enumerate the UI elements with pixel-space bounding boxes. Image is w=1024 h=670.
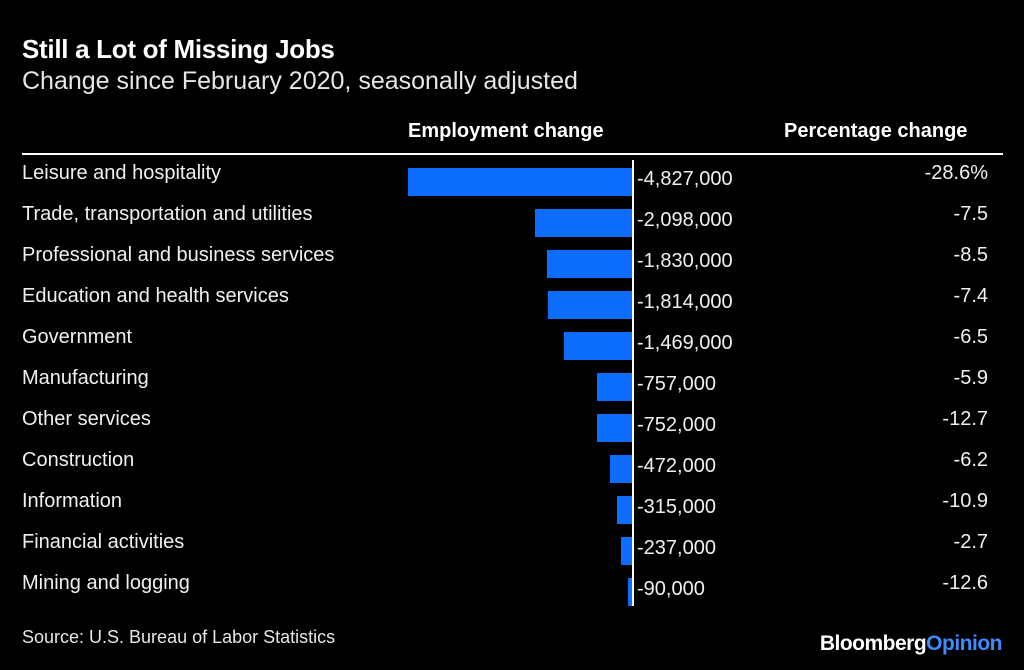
column-header-percentage: Percentage change — [784, 120, 968, 142]
employment-bar — [547, 250, 632, 278]
table-row: Manufacturing -757,000 -5.9 — [0, 365, 1024, 406]
percentage-value-label: -10.9 — [942, 490, 988, 512]
employment-value-label: -90,000 — [637, 578, 705, 600]
percentage-value-label: -6.2 — [953, 449, 988, 471]
employment-bar — [547, 291, 632, 319]
employment-value-label: -757,000 — [637, 373, 716, 395]
table-row: Information -315,000 -10.9 — [0, 488, 1024, 529]
table-row: Construction -472,000 -6.2 — [0, 447, 1024, 488]
employment-value-label: -1,830,000 — [637, 250, 733, 272]
percentage-value-label: -28.6% — [924, 162, 988, 184]
category-label: Financial activities — [22, 531, 185, 553]
employment-bar — [617, 496, 632, 524]
column-header-employment: Employment change — [408, 120, 604, 142]
bloomberg-opinion-logo: BloombergOpinion — [819, 632, 1003, 656]
table-row: Government -1,469,000 -6.5 — [0, 324, 1024, 365]
zero-axis-line — [632, 160, 634, 606]
table-row: Leisure and hospitality -4,827,000 -28.6% — [0, 160, 1024, 201]
employment-value-label: -237,000 — [637, 537, 716, 559]
employment-value-label: -315,000 — [637, 496, 716, 518]
employment-value-label: -752,000 — [637, 414, 716, 436]
table-row: Professional and business services -1,830… — [0, 242, 1024, 283]
table-row: Other services -752,000 -12.7 — [0, 406, 1024, 447]
percentage-value-label: -8.5 — [953, 244, 988, 266]
header-rule — [22, 153, 1003, 155]
category-label: Trade, transportation and utilities — [22, 203, 313, 225]
employment-value-label: -4,827,000 — [637, 168, 733, 190]
percentage-value-label: -7.5 — [953, 203, 988, 225]
percentage-value-label: -6.5 — [953, 326, 988, 348]
logo-brand: Bloomberg — [819, 632, 927, 655]
category-label: Leisure and hospitality — [22, 162, 222, 184]
category-label: Construction — [22, 449, 135, 471]
table-row: Trade, transportation and utilities -2,09… — [0, 201, 1024, 242]
percentage-value-label: -12.7 — [942, 408, 988, 430]
employment-bar — [408, 168, 632, 196]
category-label: Information — [22, 490, 123, 512]
category-label: Manufacturing — [22, 367, 149, 389]
employment-bar — [627, 578, 632, 606]
chart-title: Still a Lot of Missing Jobs — [22, 34, 335, 64]
percentage-value-label: -12.6 — [942, 572, 988, 594]
employment-value-label: -2,098,000 — [637, 209, 733, 231]
employment-bar — [563, 332, 632, 360]
source-note: Source: U.S. Bureau of Labor Statistics — [22, 627, 336, 647]
employment-value-label: -1,469,000 — [637, 332, 733, 354]
category-label: Mining and logging — [22, 572, 190, 594]
chart-subtitle: Change since February 2020, seasonally a… — [22, 67, 578, 95]
percentage-value-label: -2.7 — [953, 531, 988, 553]
employment-bar — [597, 414, 632, 442]
employment-value-label: -1,814,000 — [637, 291, 733, 313]
percentage-value-label: -5.9 — [953, 367, 988, 389]
employment-value-label: -472,000 — [637, 455, 716, 477]
employment-bar — [534, 209, 632, 237]
table-row: Education and health services -1,814,000 -… — [0, 283, 1024, 324]
employment-bar — [621, 537, 632, 565]
category-label: Other services — [22, 408, 151, 430]
table-row: Mining and logging -90,000 -12.6 — [0, 570, 1024, 611]
employment-bar — [610, 455, 632, 483]
logo-section: Opinion — [926, 632, 1002, 655]
table-row: Financial activities -237,000 -2.7 — [0, 529, 1024, 570]
percentage-value-label: -7.4 — [953, 285, 988, 307]
category-label: Education and health services — [22, 285, 289, 307]
category-label: Professional and business services — [22, 244, 335, 266]
employment-bar — [596, 373, 632, 401]
category-label: Government — [22, 326, 133, 348]
